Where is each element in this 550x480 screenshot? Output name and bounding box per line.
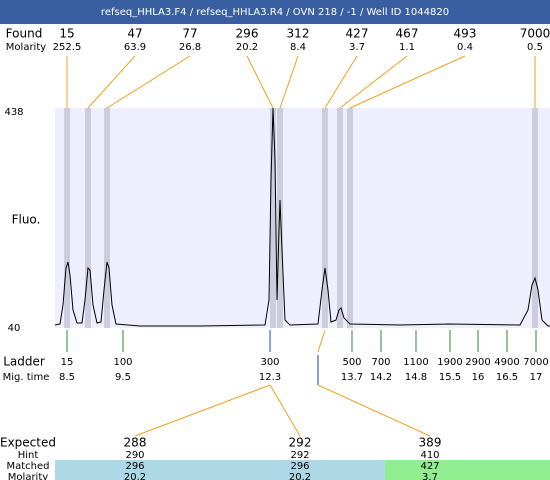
found-molarity: 252.5 xyxy=(53,42,82,53)
peak-band xyxy=(104,108,110,328)
found-molarity: 8.4 xyxy=(290,42,306,53)
peak-band xyxy=(347,108,353,328)
ladder-size: 700 xyxy=(371,357,390,368)
plot-area xyxy=(55,108,550,328)
connector xyxy=(317,384,431,437)
expected-expected: 389 xyxy=(419,436,442,450)
peak-band xyxy=(277,108,283,328)
found-size: 15 xyxy=(59,27,74,41)
ladder-time: 14.2 xyxy=(370,372,392,383)
y-min: 40 xyxy=(8,323,21,334)
found-molarity: 1.1 xyxy=(399,42,415,53)
expected-expected: 288 xyxy=(124,436,147,450)
peak-connector xyxy=(339,55,408,109)
ladder-time: 16 xyxy=(472,372,485,383)
peak-band xyxy=(270,108,276,328)
title: refseq_HHLA3.F4 / refseq_HHLA3.R4 / OVN … xyxy=(101,7,449,18)
peak-band xyxy=(532,108,538,328)
found-size: 312 xyxy=(287,27,310,41)
ladder-size: 1900 xyxy=(437,357,462,368)
ladder-time: 16.5 xyxy=(496,372,518,383)
found-label: Found xyxy=(6,27,43,41)
found-molarity: 26.8 xyxy=(179,42,201,53)
found-molarity: 3.7 xyxy=(349,42,365,53)
found-molarity: 0.5 xyxy=(527,42,543,53)
expected-matched: 296 xyxy=(290,461,309,472)
found-size: 77 xyxy=(182,27,197,41)
expected-molarity: 3.7 xyxy=(422,472,438,480)
expected-molarity: 20.2 xyxy=(289,472,311,480)
expected-row-label: Molarity xyxy=(8,472,48,480)
peak-band xyxy=(337,108,343,328)
matched-bg xyxy=(385,460,550,480)
connector xyxy=(317,329,326,353)
peak-band xyxy=(85,108,91,328)
found-molarity: 20.2 xyxy=(236,42,258,53)
ladder-time: 8.5 xyxy=(59,372,75,383)
connector xyxy=(134,384,271,437)
expected-expected: 292 xyxy=(289,436,312,450)
peak-connector xyxy=(279,55,299,109)
ladder-size: 1100 xyxy=(403,357,428,368)
migtime-label: Mig. time xyxy=(3,372,50,383)
expected-matched: 427 xyxy=(420,461,439,472)
ladder-size: 2900 xyxy=(465,357,490,368)
expected-matched: 296 xyxy=(125,461,144,472)
ladder-size: 500 xyxy=(342,357,361,368)
ladder-time: 13.7 xyxy=(341,372,363,383)
found-size: 493 xyxy=(454,27,477,41)
peak-connector xyxy=(106,55,191,109)
matched-bg xyxy=(55,460,385,480)
ladder-time: 12.3 xyxy=(259,372,281,383)
y-max: 438 xyxy=(4,107,23,118)
expected-hint: 292 xyxy=(290,450,309,461)
title-bar xyxy=(0,0,550,24)
ladder-time: 9.5 xyxy=(115,372,131,383)
peak-band xyxy=(64,108,70,328)
expected-row-label: Expected xyxy=(0,436,56,450)
ladder-label: Ladder xyxy=(3,355,45,369)
peak-connector xyxy=(349,55,466,109)
molarity-label: Molarity xyxy=(6,42,46,53)
ladder-size: 300 xyxy=(260,357,279,368)
expected-row-label: Hint xyxy=(18,450,39,461)
peak-connector xyxy=(246,55,274,109)
ladder-time: 15.5 xyxy=(439,372,461,383)
found-size: 7000 xyxy=(520,27,550,41)
y-label: Fluo. xyxy=(12,213,41,227)
ladder-time: 17 xyxy=(530,372,543,383)
ladder-size: 7000 xyxy=(523,357,548,368)
trace xyxy=(54,107,550,327)
found-molarity: 63.9 xyxy=(124,42,146,53)
expected-row-label: Matched xyxy=(6,461,49,472)
expected-hint: 290 xyxy=(125,450,144,461)
ladder-size: 4900 xyxy=(494,357,519,368)
expected-hint: 410 xyxy=(420,450,439,461)
found-size: 47 xyxy=(127,27,142,41)
found-size: 296 xyxy=(236,27,259,41)
ladder-time: 14.8 xyxy=(405,372,427,383)
peak-connector xyxy=(87,55,136,109)
expected-molarity: 20.2 xyxy=(124,472,146,480)
ladder-size: 100 xyxy=(113,357,132,368)
ladder-size: 15 xyxy=(61,357,74,368)
found-molarity: 0.4 xyxy=(457,42,473,53)
peak-band xyxy=(322,108,328,328)
connector xyxy=(269,384,301,437)
peak-connector xyxy=(324,55,358,109)
found-size: 467 xyxy=(396,27,419,41)
found-size: 427 xyxy=(346,27,369,41)
